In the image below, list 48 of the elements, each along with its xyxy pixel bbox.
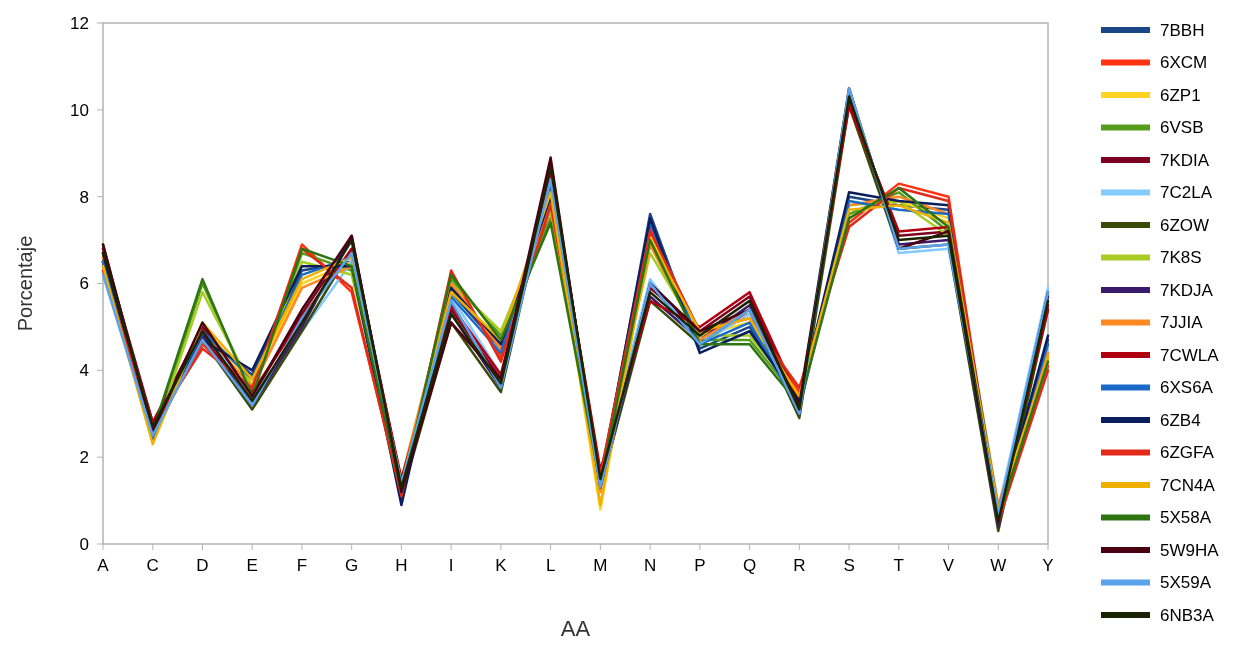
x-tick-label: W [990,556,1007,575]
x-tick-label: R [793,556,806,575]
legend-label: 6ZOW [1160,215,1210,235]
legend-label: 6XCM [1160,53,1208,73]
x-tick-label: E [246,556,258,575]
x-tick-label: N [643,556,657,575]
x-tick-label: H [395,556,408,575]
legend-label: 5X58A [1160,508,1212,528]
x-tick-label: S [843,556,855,575]
x-tick-label: Y [1042,556,1054,575]
y-tick-label: 10 [70,100,89,120]
legend-label: 6VSB [1160,118,1204,138]
x-tick-label: I [448,556,454,575]
legend-label: 6XS6A [1160,378,1214,398]
x-tick-label: P [694,556,706,575]
y-tick-label: 4 [79,361,89,381]
legend-label: 7K8S [1160,248,1202,268]
y-tick-label: 8 [79,187,89,207]
x-tick-label: L [545,556,556,575]
legend-label: 6ZGFA [1160,443,1215,463]
x-tick-label: K [495,556,508,575]
legend-label: 6NB3A [1160,605,1215,625]
y-tick-label: 6 [79,274,89,294]
legend-label: 7C2LA [1160,183,1213,203]
x-tick-label: V [942,556,955,575]
x-tick-label: F [296,556,308,575]
legend-label: 6ZP1 [1160,85,1201,105]
y-tick-label: 2 [79,448,89,468]
x-axis-title: AA [560,616,591,641]
legend-label: 5W9HA [1160,540,1220,560]
x-tick-label: Q [742,556,757,575]
legend-label: 7CWLA [1160,345,1220,365]
y-tick-label: 12 [70,13,89,33]
x-tick-label: G [345,556,359,575]
legend-label: 7CN4A [1160,475,1216,495]
legend-label: 7KDIA [1160,150,1210,170]
legend-label: 7JJIA [1160,313,1204,333]
x-tick-label: D [196,556,209,575]
legend-label: 7KDJA [1160,280,1214,300]
y-tick-label: 0 [79,534,89,554]
x-tick-label: M [593,556,608,575]
y-axis-title: Porcentaje [14,235,36,332]
legend-label: 6ZB4 [1160,410,1201,430]
x-tick-label: A [97,556,110,575]
x-tick-label: C [146,556,159,575]
x-tick-label: T [893,556,904,575]
legend-label: 5X59A [1160,573,1212,593]
legend-label: 7BBH [1160,20,1205,40]
